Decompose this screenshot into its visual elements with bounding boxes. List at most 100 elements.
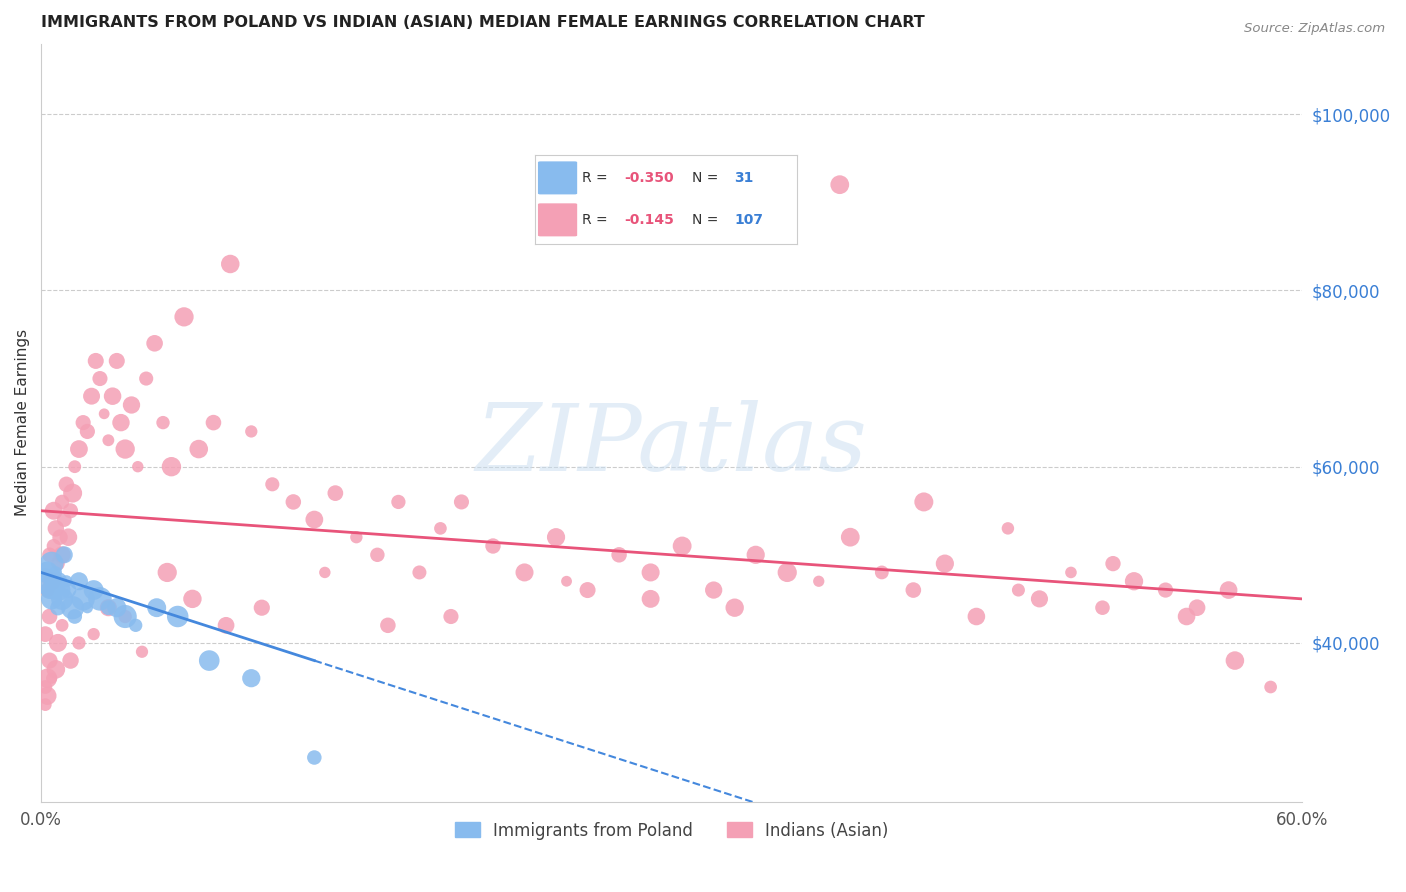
Point [1260, 680, 1282, 694]
Point [997, 521, 1019, 535]
Point [114, 442, 136, 456]
Point [344, 530, 367, 544]
Point [45, 521, 67, 535]
Point [97, 600, 120, 615]
Text: -0.145: -0.145 [624, 213, 673, 227]
Point [105, 354, 128, 368]
Point [63, 459, 86, 474]
Point [703, 583, 725, 598]
Point [34, 680, 56, 694]
Point [429, 521, 451, 535]
Point [42, 539, 65, 553]
Point [89, 371, 111, 385]
Point [156, 566, 179, 580]
Text: IMMIGRANTS FROM POLAND VS INDIAN (ASIAN) MEDIAN FEMALE EARNINGS CORRELATION CHAR: IMMIGRANTS FROM POLAND VS INDIAN (ASIAN)… [41, 15, 925, 30]
Point [105, 600, 128, 615]
Point [84, 354, 107, 368]
Point [53, 512, 76, 526]
Text: N =: N = [692, 213, 723, 227]
Point [41, 574, 63, 589]
Point [63, 609, 86, 624]
Point [37, 566, 59, 580]
Point [440, 609, 463, 624]
Point [377, 618, 399, 632]
Point [166, 609, 188, 624]
Point [125, 618, 148, 632]
Point [51, 618, 73, 632]
Point [114, 609, 136, 624]
Point [131, 645, 153, 659]
Point [42, 583, 65, 598]
Point [72, 416, 94, 430]
Point [53, 548, 76, 562]
Text: 31: 31 [734, 171, 754, 185]
Point [1102, 557, 1125, 571]
Text: Source: ZipAtlas.com: Source: ZipAtlas.com [1244, 22, 1385, 36]
Point [46, 600, 69, 615]
Point [42, 504, 65, 518]
FancyBboxPatch shape [538, 161, 578, 194]
Point [55, 477, 77, 491]
Point [38, 609, 60, 624]
Point [219, 257, 242, 271]
Point [51, 591, 73, 606]
Point [912, 495, 935, 509]
Point [42, 574, 65, 589]
Point [62, 600, 84, 615]
Point [127, 459, 149, 474]
Point [325, 486, 347, 500]
Point [97, 600, 120, 615]
Point [1185, 600, 1208, 615]
Point [143, 336, 166, 351]
Point [776, 566, 799, 580]
Point [76, 600, 98, 615]
Point [934, 557, 956, 571]
Point [110, 416, 132, 430]
Point [46, 636, 69, 650]
Point [59, 654, 82, 668]
Point [121, 398, 143, 412]
Point [93, 407, 115, 421]
Point [640, 566, 662, 580]
Point [51, 548, 73, 562]
Point [1060, 566, 1083, 580]
Point [49, 583, 72, 598]
Point [1007, 583, 1029, 598]
Point [101, 389, 124, 403]
Point [58, 530, 80, 544]
Point [744, 548, 766, 562]
Point [283, 495, 305, 509]
Point [215, 618, 238, 632]
Point [97, 434, 120, 448]
Point [67, 442, 90, 456]
FancyBboxPatch shape [538, 203, 578, 236]
Point [38, 548, 60, 562]
Point [839, 530, 862, 544]
Point [173, 310, 195, 324]
Point [37, 689, 59, 703]
Point [250, 600, 273, 615]
Point [1123, 574, 1146, 589]
Point [671, 539, 693, 553]
Point [513, 566, 536, 580]
Text: N =: N = [692, 171, 723, 185]
Point [83, 627, 105, 641]
Point [49, 530, 72, 544]
Point [80, 389, 103, 403]
Point [160, 459, 183, 474]
Point [41, 591, 63, 606]
Point [45, 566, 67, 580]
Point [807, 574, 830, 589]
Text: 107: 107 [734, 213, 763, 227]
Point [240, 671, 263, 685]
Point [555, 574, 578, 589]
Point [46, 557, 69, 571]
Point [640, 591, 662, 606]
Point [152, 416, 174, 430]
Point [45, 662, 67, 676]
Legend: Immigrants from Poland, Indians (Asian): Immigrants from Poland, Indians (Asian) [449, 815, 896, 847]
Point [1154, 583, 1177, 598]
Point [38, 654, 60, 668]
Text: ZIPatlas: ZIPatlas [475, 401, 868, 491]
Point [870, 566, 893, 580]
